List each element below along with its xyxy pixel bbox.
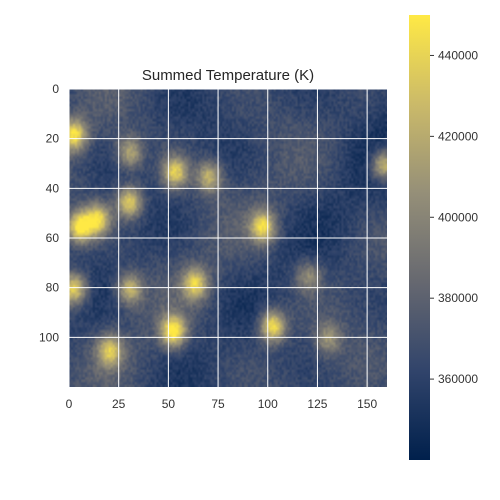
x-tick-label: 125 (307, 397, 327, 411)
y-tick-label: 100 (39, 330, 59, 344)
x-tick-label: 0 (66, 397, 73, 411)
colorbar-tick-label: 380000 (438, 291, 478, 305)
y-tick-label: 40 (46, 181, 60, 195)
colorbar-tick-label: 400000 (438, 210, 478, 224)
colorbar-gradient (409, 15, 430, 460)
chart-title: Summed Temperature (K) (142, 67, 314, 84)
y-tick-label: 80 (46, 281, 60, 295)
x-tick-label: 150 (357, 397, 377, 411)
colorbar-tick-label: 360000 (438, 372, 478, 386)
y-tick-label: 20 (46, 132, 60, 146)
y-axis-ticks: 0 20 40 60 80 100 (39, 82, 59, 344)
colorbar-ticks: 360000 380000 400000 420000 440000 (430, 48, 478, 386)
x-tick-label: 25 (112, 397, 126, 411)
x-tick-label: 50 (162, 397, 176, 411)
grid-lines (68, 88, 387, 387)
x-axis-ticks: 0 25 50 75 100 125 150 (66, 397, 378, 411)
x-tick-label: 100 (258, 397, 278, 411)
colorbar (409, 15, 430, 460)
y-tick-label: 0 (52, 82, 59, 96)
colorbar-tick-label: 420000 (438, 129, 478, 143)
colorbar-tick-label: 440000 (438, 48, 478, 62)
x-tick-label: 75 (211, 397, 225, 411)
y-tick-label: 60 (46, 231, 60, 245)
